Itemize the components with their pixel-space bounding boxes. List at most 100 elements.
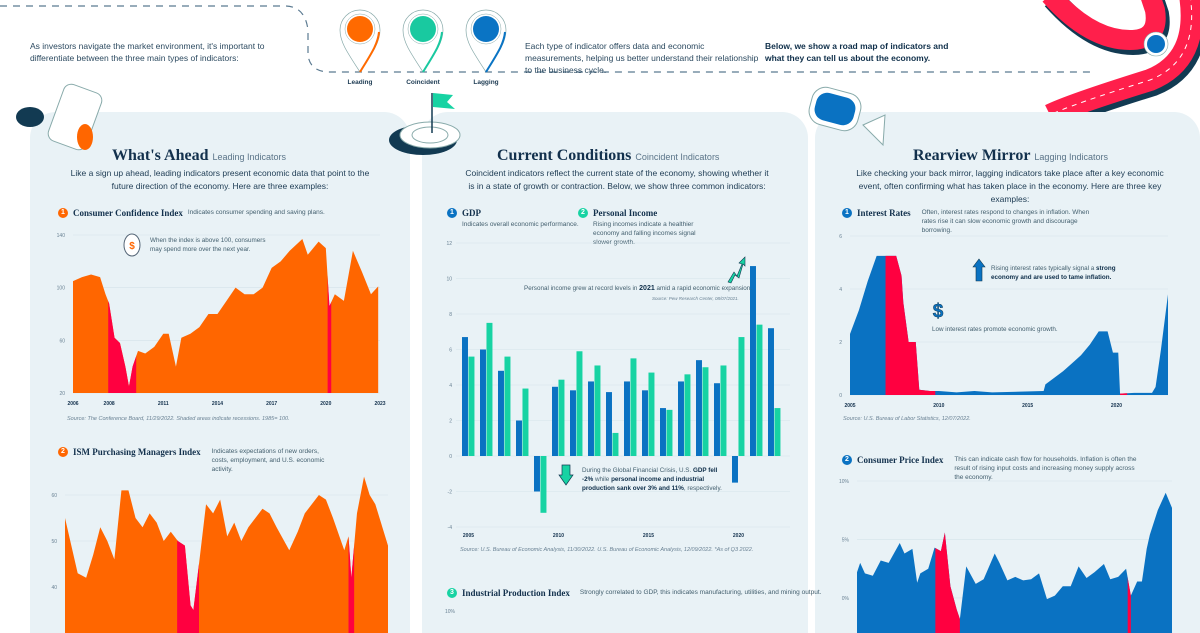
pin-label: Lagging — [473, 79, 499, 86]
lagging-description: Like checking your back mirror, lagging … — [856, 168, 1164, 204]
y-tick-label: -2 — [448, 490, 453, 496]
personal-income-bar — [630, 358, 637, 456]
coincident-title: Current Conditions Coincident Indicators — [497, 147, 720, 164]
personal-income-bar — [720, 365, 727, 456]
svg-text:$: $ — [129, 241, 135, 252]
recession-shade — [108, 238, 137, 393]
area-series — [73, 238, 379, 393]
cci-note: When the index is above 100, consumers m… — [150, 237, 266, 253]
personal-income-bar — [558, 379, 565, 456]
x-tick-label: 2015 — [1022, 403, 1033, 409]
gdp-bar — [750, 266, 756, 456]
y-tick-label: 6 — [449, 348, 452, 354]
income-note-source: Source: Pew Research Center, 08/07/2021. — [652, 296, 739, 301]
y-tick-label: 10% — [839, 479, 850, 485]
gdp-bar — [552, 386, 558, 456]
gdp-bar — [714, 383, 720, 456]
pin-icon — [1147, 35, 1165, 53]
personal-income-bar — [756, 324, 763, 456]
y-tick-label: 4 — [839, 287, 842, 293]
y-tick-label: 2 — [839, 340, 842, 346]
gdp-bar — [678, 381, 684, 456]
recession-shade — [348, 476, 355, 633]
gdp-bar — [462, 337, 468, 456]
arrow-up-icon — [972, 258, 986, 282]
personal-income-bar — [702, 367, 709, 456]
x-tick-label: 2006 — [67, 401, 78, 407]
gdp-bar — [624, 381, 630, 456]
x-tick-label: 2005 — [463, 533, 474, 539]
signpost-icon — [347, 16, 373, 42]
gdp-bar — [588, 381, 594, 456]
cci-chart: 20 60 100 140 2006 2008 2011 2014 2017 2020 2023 — [57, 233, 386, 407]
x-tick-label: 2014 — [212, 401, 223, 407]
pin-leading — [339, 9, 381, 73]
recession-shade — [177, 476, 199, 633]
cci-heading: 1 Consumer Confidence Index Indicates cons… — [58, 208, 325, 218]
rates-note-low: Low interest rates promote economic grow… — [932, 326, 1058, 333]
gdp-bar — [516, 420, 522, 456]
y-tick-label: 0 — [839, 393, 842, 399]
binoculars-icon — [16, 83, 103, 151]
gdp-bar — [642, 390, 648, 456]
arrow-down-icon — [558, 464, 574, 486]
gdp-bar — [732, 456, 738, 483]
y-tick-label: 6 — [839, 234, 842, 240]
recession-shade — [885, 255, 936, 395]
gdp-bar — [696, 360, 702, 456]
personal-income-bar — [648, 372, 655, 456]
personal-income-bar — [612, 432, 619, 456]
personal-income-bar — [594, 365, 601, 456]
y-tick-label: 5% — [842, 537, 850, 543]
y-tick-label: 0 — [449, 454, 452, 460]
ism-heading: 2 ISM Purchasing Managers Index Indicates … — [58, 447, 358, 474]
personal-income-bar — [666, 409, 673, 456]
road-illustration — [1042, 0, 1200, 112]
interest-rates-chart: 0 2 4 6 2005 2010 2015 2020 — [839, 234, 1168, 409]
x-tick-label: 2020 — [320, 401, 331, 407]
y-tick-label: 2 — [449, 419, 452, 425]
y-tick-label: 10 — [446, 277, 452, 283]
target-flag-icon — [389, 93, 461, 155]
industrial-production-heading: 3 Industrial Production Index Strongly cor… — [447, 588, 821, 598]
y-tick-label: 4 — [449, 383, 452, 389]
personal-income-bar — [540, 456, 547, 513]
x-tick-label: 2008 — [104, 401, 115, 407]
gdp-heading: 1 GDP Indicates overall economic performan… — [447, 208, 579, 229]
cci-source: Source: The Conference Board, 11/29/2022… — [67, 416, 290, 422]
intro-left-text: As investors navigate the market environ… — [30, 41, 265, 63]
y-tick-label: -4 — [448, 525, 453, 531]
intro-right-text: Below, we show a road map of indicators … — [765, 41, 949, 63]
cpi-chart: 0% 5% 10% — [839, 479, 1172, 633]
x-tick-label: 2005 — [844, 403, 855, 409]
y-tick-label: 40 — [51, 585, 57, 591]
ipi-tick-label: 10% — [445, 609, 456, 615]
recession-shade — [327, 238, 332, 393]
ism-chart: 40 50 60 — [51, 476, 388, 633]
personal-income-bar — [504, 356, 511, 456]
area-series — [850, 255, 1168, 395]
binoculars-icon — [410, 16, 436, 42]
cpi-heading: 2 Consumer Price Index This can indicate c… — [842, 455, 1182, 482]
x-tick-label: 2010 — [553, 533, 564, 539]
gfc-note: During the Global Financial Crisis, U.S.… — [582, 467, 722, 492]
x-tick-label: 2020 — [1111, 403, 1122, 409]
leading-description: Like a sign up ahead, leading indicators… — [70, 168, 370, 191]
y-tick-label: 20 — [59, 391, 65, 397]
area-series — [857, 492, 1172, 633]
y-tick-label: 12 — [446, 241, 452, 247]
personal-income-bar — [522, 388, 529, 456]
interest-rates-heading: 1 Interest Rates Often, interest rates res… — [842, 208, 1172, 235]
personal-income-bar — [738, 337, 745, 456]
coin-icon: $ — [123, 233, 141, 257]
gdp-bar — [606, 392, 612, 456]
x-tick-label: 2015 — [643, 533, 654, 539]
rates-note-rising: Rising interest rates typically signal a… — [991, 265, 1116, 281]
y-tick-label: 140 — [57, 233, 66, 239]
gdp-bar — [570, 390, 576, 456]
gdp-bar — [768, 328, 774, 456]
pin-label: Leading — [347, 79, 373, 86]
y-tick-label: 60 — [59, 338, 65, 344]
personal-income-bar — [576, 351, 583, 456]
